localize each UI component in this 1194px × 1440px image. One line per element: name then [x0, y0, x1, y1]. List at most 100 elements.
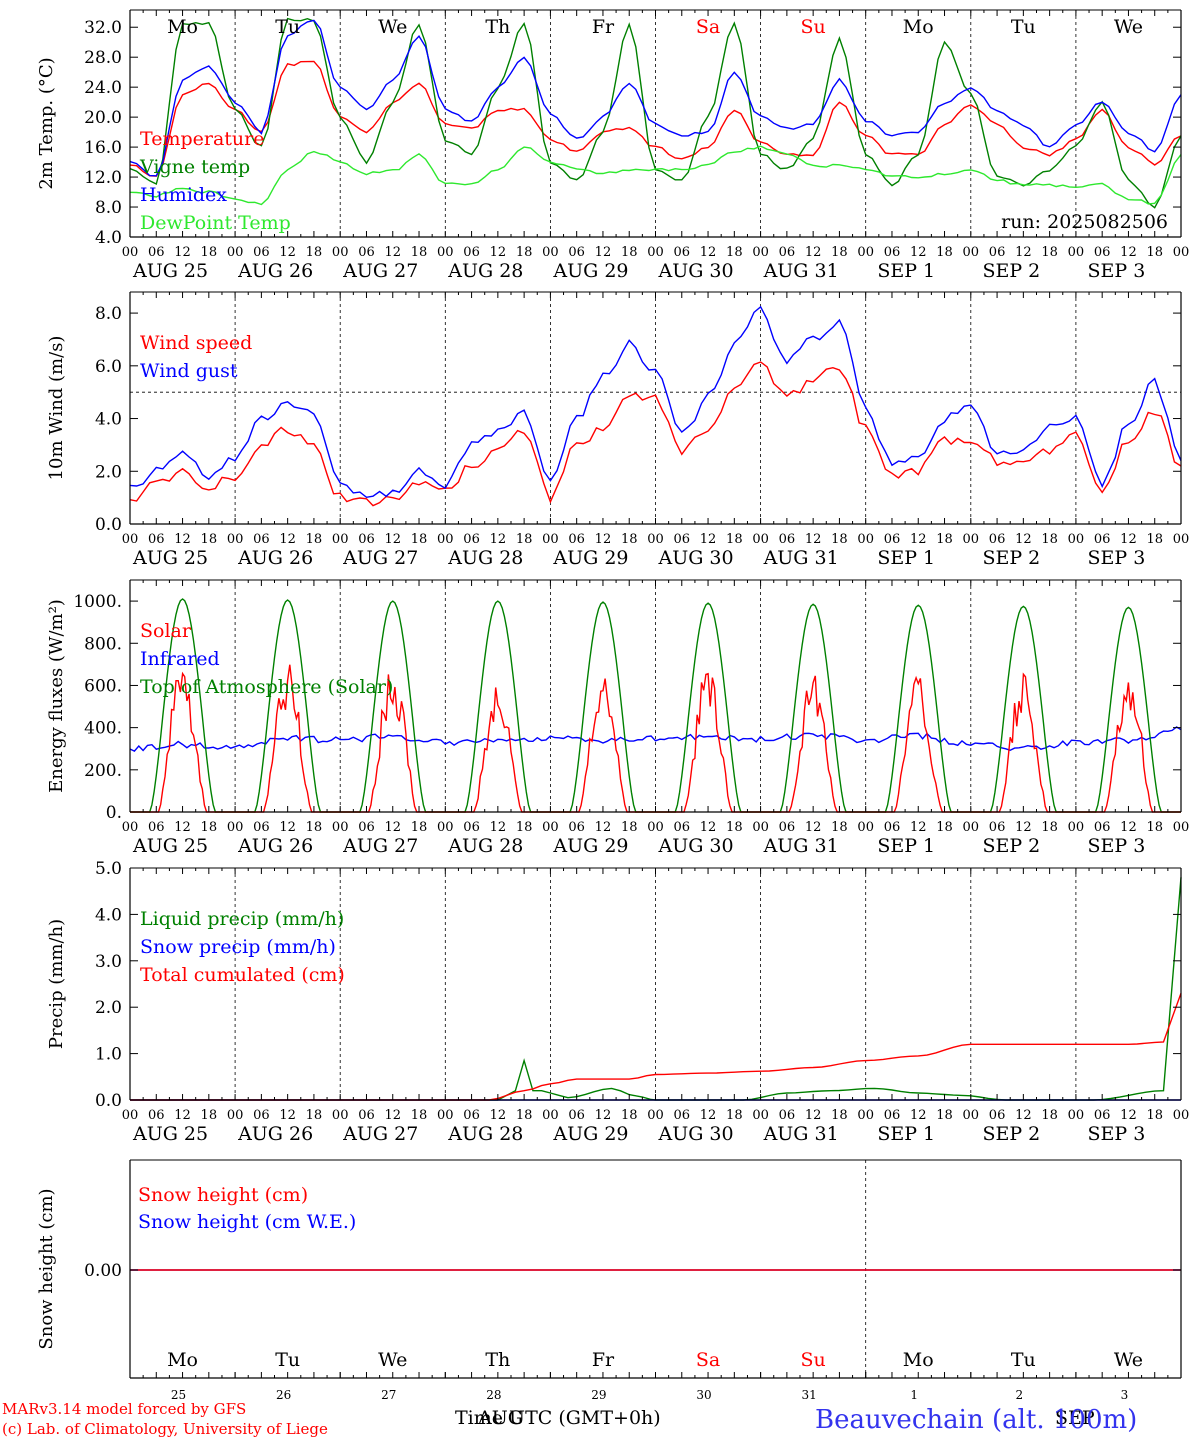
series-layer — [129, 17, 1182, 1271]
y-tick-label-4-0: 0.00 — [84, 1261, 122, 1281]
date-label-0-7: SEP 1 — [877, 260, 935, 282]
hour-tick-label-0-4-0: 00 — [542, 245, 559, 260]
hour-tick-label-2-4-1: 06 — [568, 820, 585, 835]
date-label-2-6: AUG 31 — [763, 835, 839, 857]
hour-tick-label-2-8-1: 06 — [989, 820, 1006, 835]
date-label-3-7: SEP 1 — [877, 1123, 935, 1145]
day-name-top-8: Tu — [1011, 16, 1036, 38]
hour-tick-label-1-0-1: 06 — [148, 532, 165, 547]
hour-tick-label-2-2-2: 12 — [384, 820, 401, 835]
hour-tick-label-3-0-1: 06 — [148, 1108, 165, 1123]
hour-tick-label-3-2-3: 18 — [411, 1108, 428, 1123]
y-tick-label-1-1: 2.0 — [95, 462, 122, 482]
date-label-1-6: AUG 31 — [763, 547, 839, 569]
hour-tick-label-3-1-0: 00 — [227, 1108, 244, 1123]
hour-tick-label-3-0-0: 00 — [122, 1108, 139, 1123]
hour-tick-label-1-7-0: 00 — [857, 532, 874, 547]
hour-tick-label-3-5-2: 12 — [700, 1108, 717, 1123]
hour-tick-label-3-4-0: 00 — [542, 1108, 559, 1123]
hour-tick-label-3-6-2: 12 — [805, 1108, 822, 1123]
hour-tick-label-0-5-0: 00 — [647, 245, 664, 260]
y-tick-label-2-2: 400. — [84, 719, 122, 739]
hour-tick-label-0-9-2: 12 — [1120, 245, 1137, 260]
y-axis-label-2: Energy fluxes (W/m²) — [46, 599, 67, 793]
y-tick-label-3-4: 4.0 — [95, 905, 122, 925]
date-label-3-2: AUG 27 — [342, 1123, 418, 1145]
footer-model-line: MARv3.14 model forced by GFS — [2, 1400, 246, 1418]
date-label-1-7: SEP 1 — [877, 547, 935, 569]
y-tick-label-3-1: 1.0 — [95, 1045, 122, 1065]
hour-tick-label-0-2-3: 18 — [411, 245, 428, 260]
hour-tick-label-1-1-3: 18 — [306, 532, 323, 547]
hour-tick-label-2-7-1: 06 — [884, 820, 901, 835]
hour-tick-label-0-8-2: 12 — [1015, 245, 1032, 260]
hour-tick-label-1-2-2: 12 — [384, 532, 401, 547]
footer-month-aug: AUG — [477, 1407, 523, 1429]
hour-tick-label-0-0-0: 00 — [122, 245, 139, 260]
date-label-3-3: AUG 28 — [447, 1123, 523, 1145]
hour-tick-label-0-4-3: 18 — [621, 245, 638, 260]
legend-2-1: Infrared — [140, 648, 220, 670]
hour-tick-label-0-5-2: 12 — [700, 245, 717, 260]
hour-tick-label-0-end: 00 — [1173, 245, 1190, 260]
hour-tick-label-0-6-1: 06 — [779, 245, 796, 260]
hour-tick-label-1-8-0: 00 — [963, 532, 980, 547]
hour-tick-label-1-6-3: 18 — [831, 532, 848, 547]
hour-tick-label-0-1-3: 18 — [306, 245, 323, 260]
day-name-top-0: Mo — [167, 16, 198, 38]
hour-tick-label-1-5-3: 18 — [726, 532, 743, 547]
date-label-3-6: AUG 31 — [763, 1123, 839, 1145]
hour-tick-label-0-2-2: 12 — [384, 245, 401, 260]
hour-tick-label-0-9-0: 00 — [1068, 245, 1085, 260]
y-tick-label-0-2: 12.0 — [84, 168, 122, 188]
y-tick-label-2-0: 0. — [106, 803, 122, 823]
day-number-3: 28 — [486, 1388, 501, 1402]
hour-tick-label-3-6-0: 00 — [752, 1108, 769, 1123]
y-tick-label-2-1: 200. — [84, 761, 122, 781]
legend-0-0: Temperature — [140, 128, 264, 150]
hour-tick-label-2-4-2: 12 — [595, 820, 612, 835]
date-label-0-3: AUG 28 — [447, 260, 523, 282]
day-name-top-7: Mo — [903, 16, 934, 38]
day-name-bottom-7: Mo — [903, 1349, 934, 1371]
date-label-1-2: AUG 27 — [342, 547, 418, 569]
legend-4-1: Snow height (cm W.E.) — [138, 1211, 356, 1233]
hour-tick-label-1-9-2: 12 — [1120, 532, 1137, 547]
date-label-1-4: AUG 29 — [552, 547, 628, 569]
date-label-0-5: AUG 30 — [657, 260, 733, 282]
hour-tick-label-3-4-3: 18 — [621, 1108, 638, 1123]
hour-tick-label-3-8-2: 12 — [1015, 1108, 1032, 1123]
hour-tick-label-2-3-0: 00 — [437, 820, 454, 835]
y-tick-label-2-3: 600. — [84, 676, 122, 696]
date-label-2-1: AUG 26 — [237, 835, 313, 857]
day-number-5: 30 — [696, 1388, 711, 1402]
hour-tick-label-0-1-2: 12 — [279, 245, 296, 260]
legend-2-0: Solar — [140, 620, 192, 642]
y-tick-label-1-3: 6.0 — [95, 357, 122, 377]
day-name-top-9: We — [1114, 16, 1143, 38]
hour-tick-label-0-4-1: 06 — [568, 245, 585, 260]
hour-tick-label-1-7-1: 06 — [884, 532, 901, 547]
hour-tick-label-1-6-0: 00 — [752, 532, 769, 547]
hour-tick-label-0-5-3: 18 — [726, 245, 743, 260]
date-label-1-5: AUG 30 — [657, 547, 733, 569]
y-axis-label-3: Precip (mm/h) — [46, 919, 67, 1049]
hour-tick-label-3-3-2: 12 — [490, 1108, 507, 1123]
hour-tick-label-3-3-0: 00 — [437, 1108, 454, 1123]
y-tick-label-2-5: 1000. — [73, 592, 122, 612]
legend-1-0: Wind speed — [140, 332, 252, 354]
day-number-2: 27 — [381, 1388, 396, 1402]
hour-tick-label-1-1-0: 00 — [227, 532, 244, 547]
hour-tick-label-3-6-3: 18 — [831, 1108, 848, 1123]
hour-tick-label-2-5-3: 18 — [726, 820, 743, 835]
hour-tick-label-0-8-0: 00 — [963, 245, 980, 260]
hour-tick-label-1-0-3: 18 — [201, 532, 218, 547]
y-tick-label-0-5: 24.0 — [84, 78, 122, 98]
hour-tick-label-3-0-3: 18 — [201, 1108, 218, 1123]
hour-tick-label-3-0-2: 12 — [174, 1108, 191, 1123]
hour-tick-label-1-4-2: 12 — [595, 532, 612, 547]
hour-tick-label-3-1-2: 12 — [279, 1108, 296, 1123]
hour-tick-label-0-0-1: 06 — [148, 245, 165, 260]
hour-tick-label-2-5-2: 12 — [700, 820, 717, 835]
